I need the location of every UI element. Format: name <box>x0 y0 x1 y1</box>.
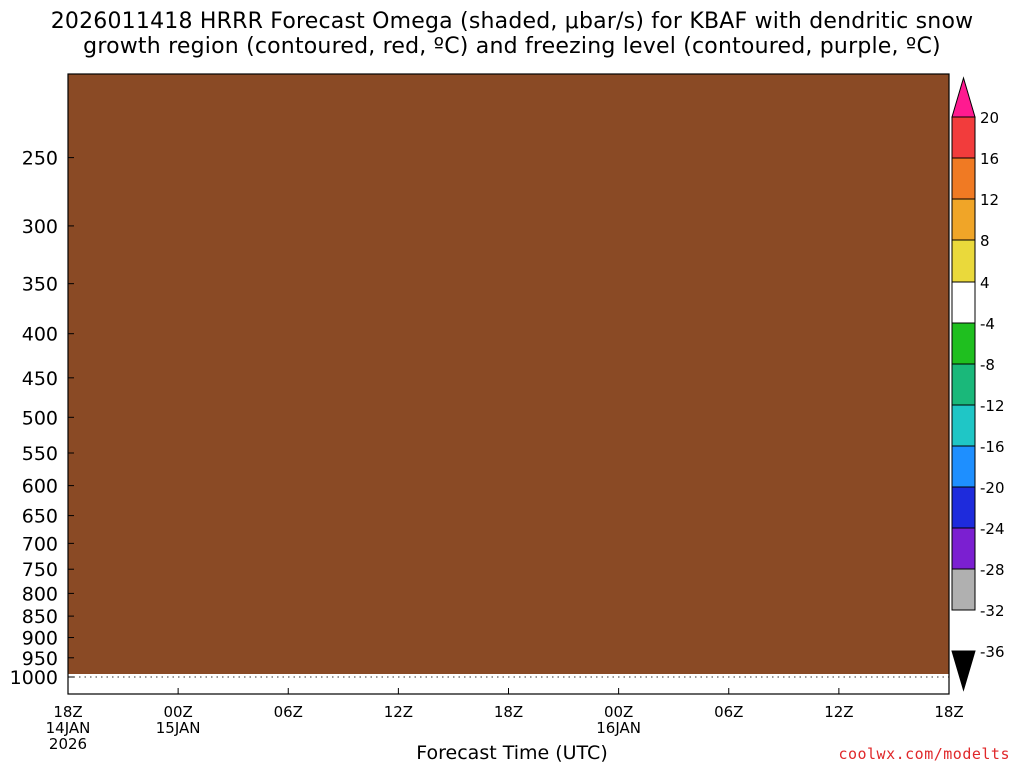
pressure-axis: 2503003504004505005506006507007508008509… <box>10 148 74 689</box>
colorbar-swatch-11 <box>951 527 976 570</box>
colorbar-label-6: -8 <box>980 356 995 374</box>
colorbar: 20 16 12 8 4 -4 -8 -12 -16 -20 -24 -28 -32 -36 <box>951 76 1005 692</box>
y-tick-label-650: 650 <box>22 506 58 528</box>
colorbar-label-7: -12 <box>980 397 1005 415</box>
y-tick-label-300: 300 <box>22 216 58 238</box>
colorbar-swatch-4 <box>951 239 976 283</box>
colorbar-swatch-10 <box>951 486 976 529</box>
colorbar-label-1: 16 <box>980 150 999 168</box>
colorbar-swatch-5 <box>951 281 976 324</box>
x-tick-label-2-0: 06Z <box>274 703 303 721</box>
colorbar-label-5: -4 <box>980 315 995 333</box>
y-tick-label-950: 950 <box>22 648 58 670</box>
colorbar-label-8: -16 <box>980 438 1005 456</box>
colorbar-swatch-1 <box>951 116 976 159</box>
x-tick-label-0-2: 2026 <box>49 735 87 753</box>
y-tick-label-700: 700 <box>22 533 58 555</box>
colorbar-label-12: -32 <box>980 602 1005 620</box>
x-tick-label-7-0: 12Z <box>824 703 853 721</box>
colorbar-label-13: -36 <box>980 643 1005 661</box>
chart-title-line-2: growth region (contoured, red, ºC) and f… <box>83 34 941 59</box>
y-tick-label-450: 450 <box>22 368 58 390</box>
x-tick-label-0-0: 18Z <box>53 703 82 721</box>
x-tick-label-4-0: 18Z <box>494 703 523 721</box>
colorbar-swatch-9 <box>951 445 976 488</box>
y-tick-label-750: 750 <box>22 559 58 581</box>
colorbar-swatch-8 <box>951 404 976 447</box>
x-tick-label-1-0: 00Z <box>163 703 192 721</box>
x-tick-label-1-1: 15JAN <box>156 719 201 737</box>
colorbar-label-4: 4 <box>980 274 990 292</box>
y-tick-label-500: 500 <box>22 407 58 429</box>
y-tick-label-350: 350 <box>22 274 58 296</box>
colorbar-swatch-6 <box>951 322 976 365</box>
y-tick-label-400: 400 <box>22 324 58 346</box>
colorbar-label-0: 20 <box>980 109 999 127</box>
y-tick-label-600: 600 <box>22 476 58 498</box>
x-tick-label-3-0: 12Z <box>384 703 413 721</box>
colorbar-bottom-arrow <box>951 650 976 692</box>
colorbar-label-3: 8 <box>980 232 990 250</box>
colorbar-label-2: 12 <box>980 191 999 209</box>
x-tick-label-0-1: 14JAN <box>46 719 91 737</box>
site-credit: coolwx.com/modelts <box>838 745 1010 763</box>
colorbar-label-10: -24 <box>980 520 1005 538</box>
x-axis-label: Forecast Time (UTC) <box>416 742 608 764</box>
colorbar-label-9: -20 <box>980 479 1005 497</box>
y-tick-label-850: 850 <box>22 606 58 628</box>
colorbar-swatch-12 <box>951 568 976 611</box>
x-tick-label-5-1: 16JAN <box>596 719 641 737</box>
colorbar-swatch-7 <box>951 363 976 406</box>
colorbar-label-11: -28 <box>980 561 1005 579</box>
terrain-ground-bar <box>68 74 949 674</box>
colorbar-swatch-2 <box>951 157 976 200</box>
x-tick-label-5-0: 00Z <box>604 703 633 721</box>
x-tick-label-6-0: 06Z <box>714 703 743 721</box>
plot-frame <box>67 73 950 695</box>
y-tick-label-900: 900 <box>22 628 58 650</box>
y-tick-label-1000: 1000 <box>10 667 58 689</box>
y-tick-label-550: 550 <box>22 443 58 465</box>
colorbar-swatch-3 <box>951 198 976 241</box>
chart-title-line-1: 2026011418 HRRR Forecast Omega (shaded, … <box>50 9 974 34</box>
x-tick-label-8-0: 18Z <box>934 703 963 721</box>
y-tick-label-250: 250 <box>22 148 58 170</box>
y-tick-label-800: 800 <box>22 583 58 605</box>
